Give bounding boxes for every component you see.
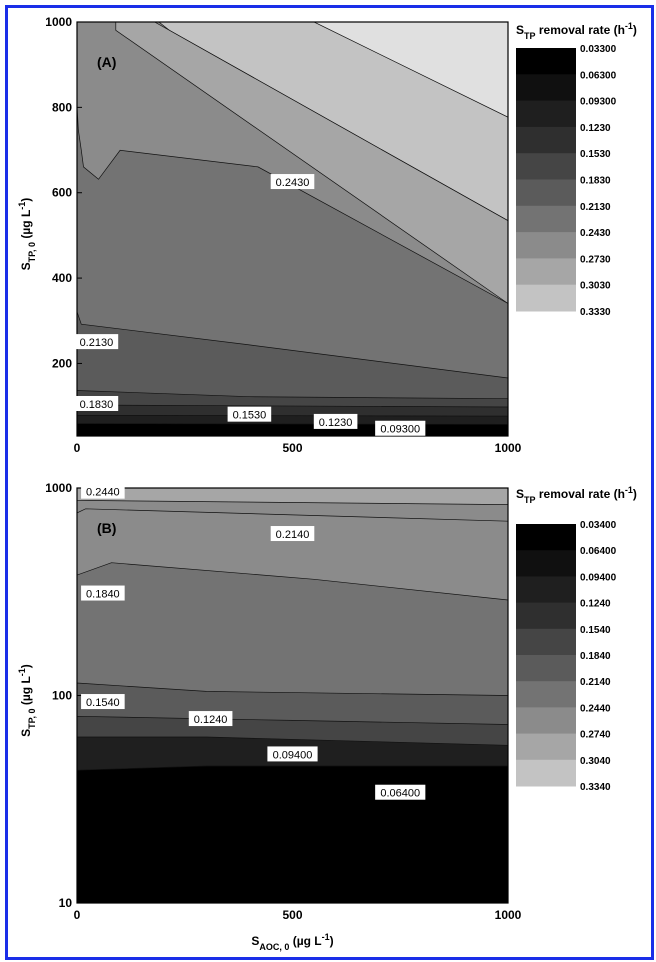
y-axis-title: STP, 0 (µg L-1) [17, 664, 37, 737]
legend-value: 0.2440 [580, 703, 611, 714]
contour-area [77, 488, 508, 903]
x-tick-label: 500 [282, 441, 302, 455]
legend-value: 0.1540 [580, 625, 611, 636]
legend-swatch [516, 153, 576, 180]
legend-title: STP removal rate (h-1) [516, 485, 637, 505]
y-tick-label: 600 [52, 186, 72, 200]
contour-label: 0.06400 [380, 788, 420, 800]
legend-value: 0.03300 [580, 44, 617, 55]
x-tick-label: 500 [282, 908, 302, 922]
legend-swatch [516, 550, 576, 577]
legend-swatch [516, 629, 576, 656]
legend-value: 0.3040 [580, 756, 611, 767]
y-tick-label: 1000 [45, 15, 72, 29]
y-tick-label: 800 [52, 100, 72, 114]
legend-swatch [516, 258, 576, 285]
legend-value: 0.09400 [580, 572, 617, 583]
legend-value: 0.1530 [580, 149, 611, 160]
legend-value: 0.1830 [580, 176, 611, 187]
legend-value: 0.2430 [580, 228, 611, 239]
y-tick-label: 10 [59, 896, 73, 910]
legend: 0.03300 0.06300 0.09300 0.1230 0.1530 0.1830 0… [516, 44, 617, 318]
x-tick-label: 0 [74, 908, 81, 922]
y-tick-label: 400 [52, 271, 72, 285]
y-axis-title: STP, 0 (µg L-1) [17, 198, 37, 271]
legend-swatch [516, 48, 576, 75]
legend-title: STP removal rate (h-1) [516, 21, 637, 41]
contour-label: 0.1240 [194, 714, 228, 726]
legend-swatch [516, 74, 576, 101]
contour-label: 0.1840 [86, 589, 120, 601]
legend-value: 0.1840 [580, 651, 611, 662]
legend-swatch [516, 285, 576, 312]
panel-b: 0 500 1000 10 100 1000 0.2440 0.2140 0.1840 0.154… [45, 481, 616, 922]
legend-value: 0.2130 [580, 202, 611, 213]
contour-label: 0.1230 [319, 417, 353, 429]
legend-value: 0.06400 [580, 546, 617, 557]
x-tick-label: 1000 [495, 441, 522, 455]
y-tick-label: 1000 [45, 481, 72, 495]
legend-swatch [516, 603, 576, 630]
legend-swatch [516, 127, 576, 154]
legend-value: 0.3030 [580, 281, 611, 292]
legend-value: 0.2740 [580, 730, 611, 741]
legend-value: 0.3340 [580, 782, 611, 793]
contour-label: 0.09400 [273, 749, 313, 761]
legend-value: 0.3330 [580, 307, 611, 318]
y-tick-label: 100 [52, 689, 72, 703]
legend-swatch [516, 760, 576, 787]
legend-swatch [516, 524, 576, 551]
legend-value: 0.2730 [580, 254, 611, 265]
legend-value: 0.06300 [580, 70, 617, 81]
contour-label: 0.1830 [80, 399, 114, 411]
legend-swatch [516, 180, 576, 207]
legend-value: 0.1230 [580, 123, 611, 134]
contour-label: 0.2130 [80, 337, 114, 349]
legend-value: 0.1240 [580, 599, 611, 610]
legend-value: 0.09300 [580, 97, 617, 108]
legend-swatch [516, 206, 576, 233]
x-tick-label: 1000 [495, 908, 522, 922]
contour-label: 0.2430 [276, 177, 310, 189]
legend-swatch [516, 576, 576, 603]
contour-area [77, 22, 508, 436]
legend: 0.03400 0.06400 0.09400 0.1240 0.1540 0.1840 0… [516, 520, 617, 793]
legend-swatch [516, 707, 576, 734]
contour-label: 0.2140 [276, 529, 310, 541]
band-0-0940 [77, 766, 508, 903]
contour-label: 0.1540 [86, 697, 120, 709]
legend-swatch [516, 232, 576, 259]
legend-swatch [516, 734, 576, 761]
x-axis-title: SAOC, 0 (µg L-1) [251, 932, 333, 952]
contour-label: 0.09300 [380, 424, 420, 436]
legend-value: 0.03400 [580, 520, 617, 531]
panel-label: (A) [97, 54, 116, 70]
legend-swatch [516, 655, 576, 682]
y-tick-label: 200 [52, 356, 72, 370]
legend-value: 0.2140 [580, 677, 611, 688]
contour-label: 0.2440 [86, 487, 120, 499]
panel-a: 0 500 1000 200 400 600 800 1000 0.2430 0.2130 0.18… [45, 15, 616, 455]
contour-label: 0.1530 [233, 410, 267, 422]
legend-swatch [516, 681, 576, 708]
panel-label: (B) [97, 520, 116, 536]
x-tick-label: 0 [74, 441, 81, 455]
legend-swatch [516, 101, 576, 128]
